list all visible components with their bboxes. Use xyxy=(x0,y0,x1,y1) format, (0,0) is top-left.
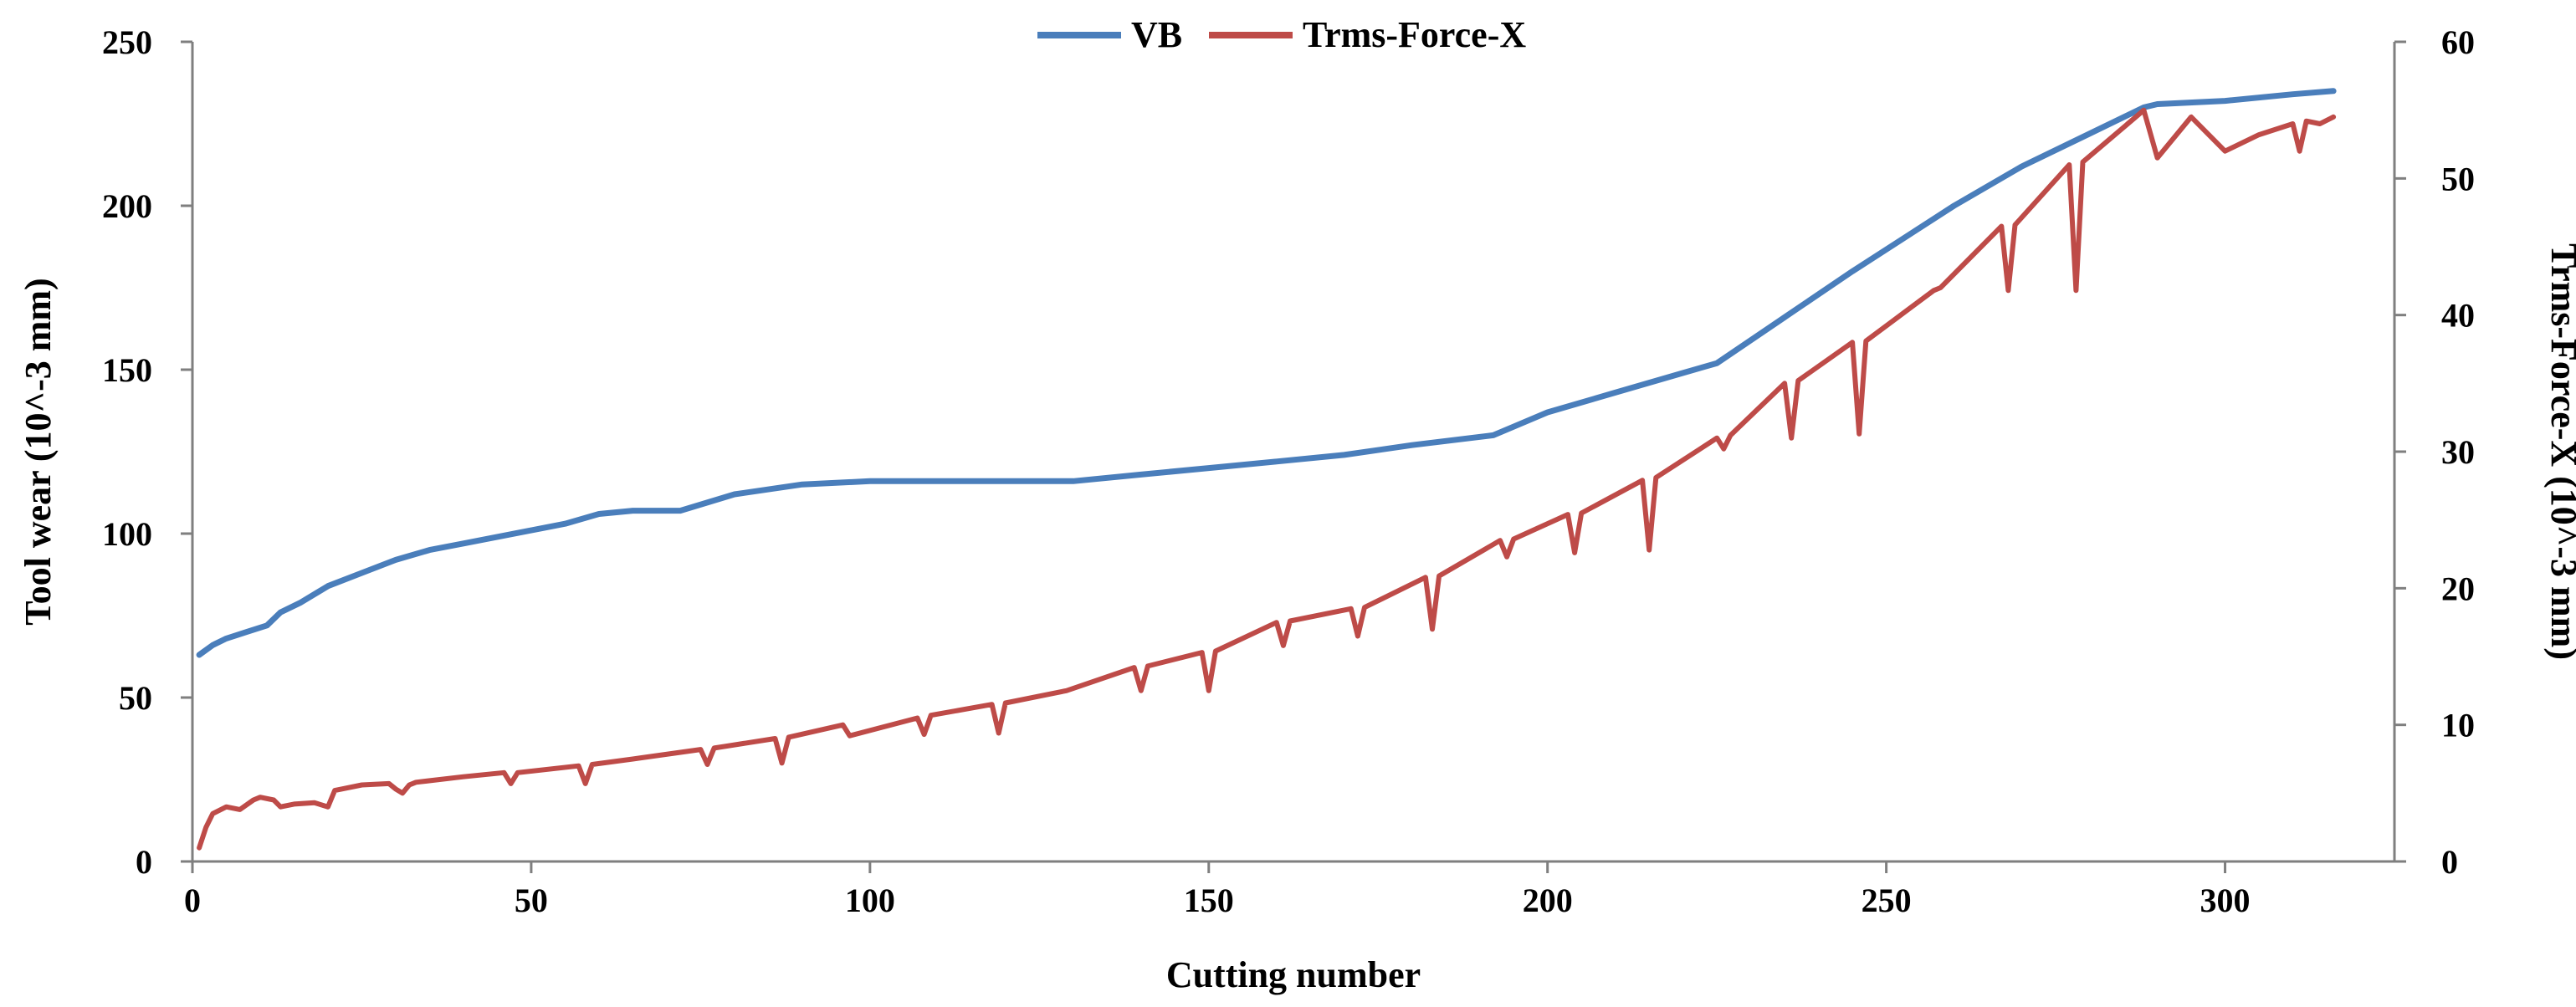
x-tick-label: 0 xyxy=(184,882,201,919)
legend-label-vb: VB xyxy=(1131,14,1182,55)
left-y-axis-ticks: 0 50 100 150 200 250 xyxy=(102,23,192,881)
y2-tick-label: 10 xyxy=(2441,707,2475,744)
y-tick-label: 150 xyxy=(102,351,152,389)
y2-tick-label: 50 xyxy=(2441,160,2475,197)
legend-label-trms-force-x: Trms-Force-X xyxy=(1303,14,1526,55)
y2-tick-label: 20 xyxy=(2441,570,2475,607)
y-tick-label: 100 xyxy=(102,515,152,553)
y2-tick-label: 40 xyxy=(2441,297,2475,335)
x-axis-title: Cutting number xyxy=(1166,954,1421,995)
right-y-axis-title: Trms-Force-X (10^-3 mm) xyxy=(2543,243,2576,660)
y2-tick-label: 30 xyxy=(2441,433,2475,471)
left-y-axis-title: Tool wear (10^-3 mm) xyxy=(18,278,59,625)
y-tick-label: 50 xyxy=(119,679,152,717)
x-tick-label: 150 xyxy=(1184,882,1234,919)
x-axis-ticks: 0 50 100 150 200 250 300 xyxy=(184,861,2251,919)
series-line-trms-force-x xyxy=(197,107,2337,851)
y-tick-label: 200 xyxy=(102,187,152,225)
x-tick-label: 300 xyxy=(2200,882,2251,919)
series-line-vb xyxy=(196,88,2337,658)
y2-tick-label: 60 xyxy=(2441,23,2475,61)
x-tick-label: 100 xyxy=(845,882,895,919)
x-tick-label: 50 xyxy=(515,882,548,919)
y-tick-label: 0 xyxy=(136,843,152,881)
x-tick-label: 250 xyxy=(1862,882,1912,919)
x-tick-label: 200 xyxy=(1523,882,1573,919)
y2-tick-label: 0 xyxy=(2441,843,2458,881)
y-tick-label: 250 xyxy=(102,23,152,61)
legend: VB Trms-Force-X xyxy=(1037,14,1526,55)
axes xyxy=(191,42,2396,863)
right-y-axis-ticks: 0 10 20 30 40 50 60 xyxy=(2394,23,2475,881)
